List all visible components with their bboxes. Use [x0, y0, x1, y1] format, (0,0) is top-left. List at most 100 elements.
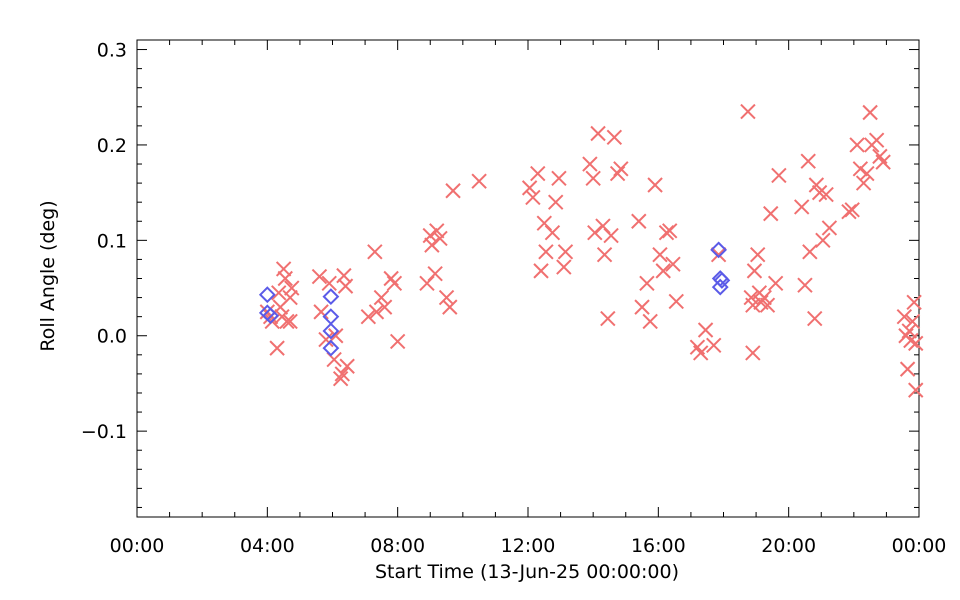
x-tick-label: 08:00: [370, 535, 425, 557]
x-marker-point: [282, 313, 298, 330]
x-marker-point: [383, 270, 399, 287]
x-marker-point: [547, 194, 564, 210]
x-marker-point: [275, 261, 292, 277]
x-marker-point: [668, 293, 684, 310]
x-marker-point: [332, 370, 349, 387]
x-marker-point: [271, 285, 287, 301]
y-axis-label: Roll Angle (deg): [37, 200, 59, 351]
x-axis-label: Start Time (13-Jun-25 00:00:00): [375, 561, 679, 583]
x-axis-ticks: [136, 40, 920, 517]
x-marker-point: [596, 246, 613, 263]
x-marker-point: [318, 331, 334, 348]
x-marker-point: [797, 277, 813, 293]
diamond-marker-point: [711, 278, 729, 296]
x-marker-point: [756, 289, 772, 306]
x-marker-point: [655, 263, 671, 279]
x-tick-label: 00:00: [110, 535, 165, 557]
x-marker-point: [639, 275, 655, 291]
x-marker-point: [818, 186, 834, 203]
x-marker-point: [906, 294, 922, 311]
y-axis-ticks: [137, 49, 919, 508]
x-marker-point: [533, 263, 549, 279]
y-tick-label: −0.1: [81, 421, 127, 443]
x-marker-point: [862, 104, 878, 121]
x-marker-point: [530, 165, 546, 182]
y-tick-label: 0.1: [97, 230, 127, 252]
x-marker-point: [424, 237, 440, 253]
x-marker-point: [587, 225, 603, 241]
x-marker-point: [662, 223, 678, 239]
x-marker-point: [376, 299, 393, 315]
x-marker-point: [373, 289, 390, 306]
x-marker-point: [311, 268, 328, 285]
x-marker-point: [740, 103, 756, 120]
x-marker-point: [609, 165, 626, 182]
x-marker-point: [875, 154, 891, 170]
x-marker-point: [763, 205, 779, 222]
x-marker-point: [582, 156, 598, 172]
x-marker-point: [339, 358, 355, 374]
x-marker-point: [800, 153, 816, 169]
x-marker-point: [652, 246, 668, 263]
x-marker-point: [849, 137, 865, 153]
diamond-marker-point: [710, 241, 728, 259]
x-marker-point: [429, 223, 445, 239]
x-marker-point: [606, 129, 623, 146]
x-marker-point: [697, 322, 714, 338]
x-marker-point: [389, 333, 406, 350]
x-marker-point: [337, 278, 354, 294]
x-marker-point: [538, 244, 554, 260]
diamond-marker-point: [322, 288, 340, 306]
x-marker-point: [525, 189, 541, 206]
x-marker-point: [642, 313, 658, 330]
x-marker-point: [745, 345, 761, 361]
x-marker-point: [904, 313, 921, 330]
x-tick-label: 16:00: [631, 535, 686, 557]
data-points: [258, 103, 924, 398]
diamond-marker-point: [322, 339, 340, 357]
x-marker-point: [793, 199, 810, 215]
x-marker-point: [859, 165, 875, 182]
x-marker-point: [590, 125, 606, 142]
x-marker-point: [852, 161, 869, 177]
x-marker-point: [745, 297, 761, 313]
diamond-marker-point: [262, 307, 280, 325]
y-tick-label: 0.0: [97, 326, 127, 348]
x-marker-point: [901, 323, 917, 339]
x-marker-point: [557, 244, 574, 260]
x-marker-point: [908, 382, 924, 398]
x-marker-point: [844, 202, 860, 218]
x-marker-point: [438, 289, 455, 306]
x-marker-point: [368, 304, 385, 320]
x-marker-point: [313, 304, 329, 320]
x-marker-point: [471, 173, 487, 189]
x-marker-point: [647, 177, 663, 193]
x-marker-point: [613, 161, 629, 177]
x-marker-point: [279, 313, 295, 330]
y-tick-label: 0.2: [97, 135, 127, 157]
x-marker-point: [432, 230, 448, 247]
x-marker-point: [807, 310, 823, 327]
x-marker-point: [386, 275, 403, 291]
x-marker-point: [422, 227, 438, 244]
x-marker-point: [868, 132, 885, 148]
x-marker-point: [815, 232, 831, 249]
x-marker-point: [321, 275, 337, 291]
x-marker-point: [903, 332, 919, 349]
x-axis-tick-labels: 00:00 04:00 08:00 12:00 16:00 20:00 00:00: [110, 535, 947, 557]
x-marker-point: [284, 280, 300, 296]
x-marker-point: [603, 227, 619, 244]
plot-frame: [136, 39, 920, 518]
plot-border: [136, 39, 920, 518]
x-marker-point: [855, 175, 872, 191]
x-marker-point: [631, 213, 647, 229]
x-tick-label: 04:00: [240, 535, 295, 557]
x-marker-point: [665, 256, 681, 272]
x-marker-point: [821, 220, 838, 236]
x-marker-point: [908, 335, 924, 352]
x-marker-point: [427, 266, 443, 282]
diamond-marker-point: [713, 271, 731, 289]
x-marker-point: [551, 170, 567, 187]
x-marker-point: [585, 170, 601, 187]
x-marker-point: [367, 244, 383, 260]
